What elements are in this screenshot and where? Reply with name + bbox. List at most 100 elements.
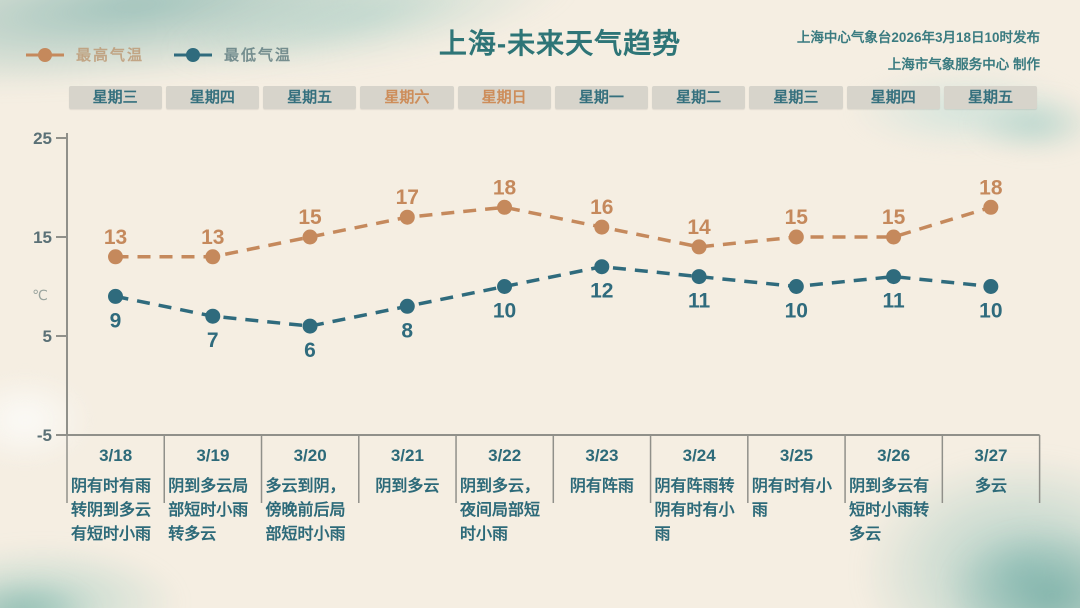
weather-description: 阴到多云有短时小雨转多云: [849, 478, 930, 543]
forecast-date: 3/19: [196, 446, 230, 465]
publisher-line1: 上海中心气象台2026年3月18日10时发布: [796, 30, 1040, 45]
value-label: 10: [493, 300, 516, 323]
forecast-date: 3/26: [877, 446, 911, 465]
data-point: [302, 229, 318, 245]
value-label: 16: [590, 196, 613, 219]
publisher-info: 上海中心气象台2026年3月18日10时发布 上海市气象服务中心 制作: [797, 24, 1040, 78]
data-point: [691, 269, 707, 285]
y-tick-label: 5: [43, 327, 52, 346]
forecast-day-column: 3/23 阴有阵雨: [553, 443, 650, 499]
value-label: 15: [298, 206, 322, 229]
value-label: 14: [687, 216, 711, 239]
legend-item-high: 最高气温: [26, 44, 144, 65]
legend-item-low: 最低气温: [174, 44, 292, 65]
forecast-date: 3/25: [779, 446, 813, 465]
value-label: 15: [785, 206, 809, 229]
forecast-day-column: 3/20 多云到阴，傍晚前后局部短时小雨: [262, 443, 359, 547]
value-label: 10: [979, 300, 1002, 323]
forecast-date: 3/24: [682, 446, 716, 465]
low-temp-marker-icon: [174, 47, 213, 62]
weather-description: 阴有时有雨转阴到多云有短时小雨: [71, 478, 152, 543]
data-point: [886, 269, 902, 285]
value-label: 12: [590, 280, 613, 303]
forecast-day-column: 3/24 阴有阵雨转阴有时有小雨: [651, 443, 748, 547]
value-label: 7: [207, 329, 219, 352]
weather-description: 阴到多云局部短时小雨转多云: [168, 478, 249, 543]
data-point: [594, 259, 610, 275]
data-point: [497, 279, 513, 294]
weather-description: 多云: [974, 478, 1007, 495]
value-label: 18: [979, 176, 1003, 199]
data-point: [205, 249, 221, 265]
forecast-day-column: 3/22 阴到多云，夜间局部短时小雨: [456, 443, 553, 547]
data-point: [788, 279, 804, 294]
value-label: 15: [882, 206, 906, 229]
forecast-day-column: 3/26 阴到多云有短时小雨转多云: [845, 443, 942, 547]
value-label: 6: [304, 339, 316, 362]
data-point: [886, 229, 902, 245]
value-label: 13: [201, 226, 224, 249]
weekday-cell: 星期五: [263, 86, 357, 109]
weekday-cell: 星期三: [68, 86, 162, 109]
data-point: [399, 209, 415, 225]
data-point: [594, 219, 610, 235]
forecast-date: 3/27: [974, 446, 1008, 465]
weekday-cell: 星期一: [554, 86, 649, 109]
weather-description: 多云到阴，傍晚前后局部短时小雨: [265, 478, 346, 543]
series-line: [115, 205, 992, 259]
data-point: [691, 239, 707, 255]
forecast-date: 3/22: [488, 446, 522, 465]
value-label: 13: [104, 226, 127, 249]
weekday-cell: 星期五: [943, 86, 1038, 109]
weather-description: 阴有阵雨转阴有时有小雨: [654, 478, 735, 543]
data-point: [983, 279, 999, 294]
forecast-date: 3/21: [390, 446, 424, 465]
forecast-day-column: 3/27 多云: [942, 443, 1039, 499]
weekday-cell: 星期二: [652, 86, 746, 109]
value-label: 11: [882, 290, 905, 313]
value-label: 17: [396, 186, 419, 209]
value-label: 11: [688, 290, 711, 313]
forecast-day-column: 3/21 阴到多云: [359, 443, 456, 499]
forecast-day-column: 3/18 阴有时有雨转阴到多云有短时小雨: [67, 443, 164, 547]
weather-description: 阴有阵雨: [569, 478, 634, 495]
value-label: 8: [401, 319, 413, 342]
weather-description: 阴有时有小雨: [751, 478, 832, 519]
high-temp-marker-icon: [26, 47, 64, 62]
data-point: [108, 288, 123, 304]
series-line: [115, 264, 992, 328]
weather-description: 阴到多云: [375, 478, 440, 495]
forecast-date: 3/20: [293, 446, 327, 465]
weekday-cell: 星期六: [360, 86, 454, 109]
forecast-date: 3/23: [585, 446, 619, 465]
publisher-line2: 上海市气象服务中心 制作: [887, 57, 1040, 72]
forecast-date: 3/18: [99, 446, 133, 465]
y-axis-unit-label: ℃: [32, 287, 48, 303]
data-point: [399, 298, 415, 314]
weekday-cell: 星期日: [457, 86, 551, 109]
data-point: [205, 308, 221, 324]
y-tick-label: 15: [33, 228, 52, 247]
value-label: 10: [785, 300, 808, 323]
data-point: [302, 318, 318, 334]
value-label: 18: [493, 176, 517, 199]
legend-low-label: 最低气温: [224, 47, 293, 64]
value-label: 9: [110, 309, 122, 332]
page-title: 上海-未来天气趋势: [438, 28, 682, 59]
y-tick-label: -5: [37, 426, 52, 445]
legend-high-label: 最高气温: [76, 47, 145, 64]
weather-description: 阴到多云，夜间局部短时小雨: [460, 478, 541, 543]
data-point: [983, 199, 999, 215]
weekday-cell: 星期三: [749, 86, 843, 109]
y-tick-label: 25: [33, 129, 52, 148]
chart-legend: 最高气温 最低气温: [26, 44, 292, 65]
weekday-cell: 星期四: [165, 86, 259, 109]
weekday-cell: 星期四: [846, 86, 940, 109]
data-point: [788, 229, 804, 245]
forecast-day-column: 3/25 阴有时有小雨: [748, 443, 845, 523]
data-point: [108, 249, 123, 265]
forecast-day-column: 3/19 阴到多云局部短时小雨转多云: [164, 443, 261, 547]
data-point: [497, 199, 513, 215]
